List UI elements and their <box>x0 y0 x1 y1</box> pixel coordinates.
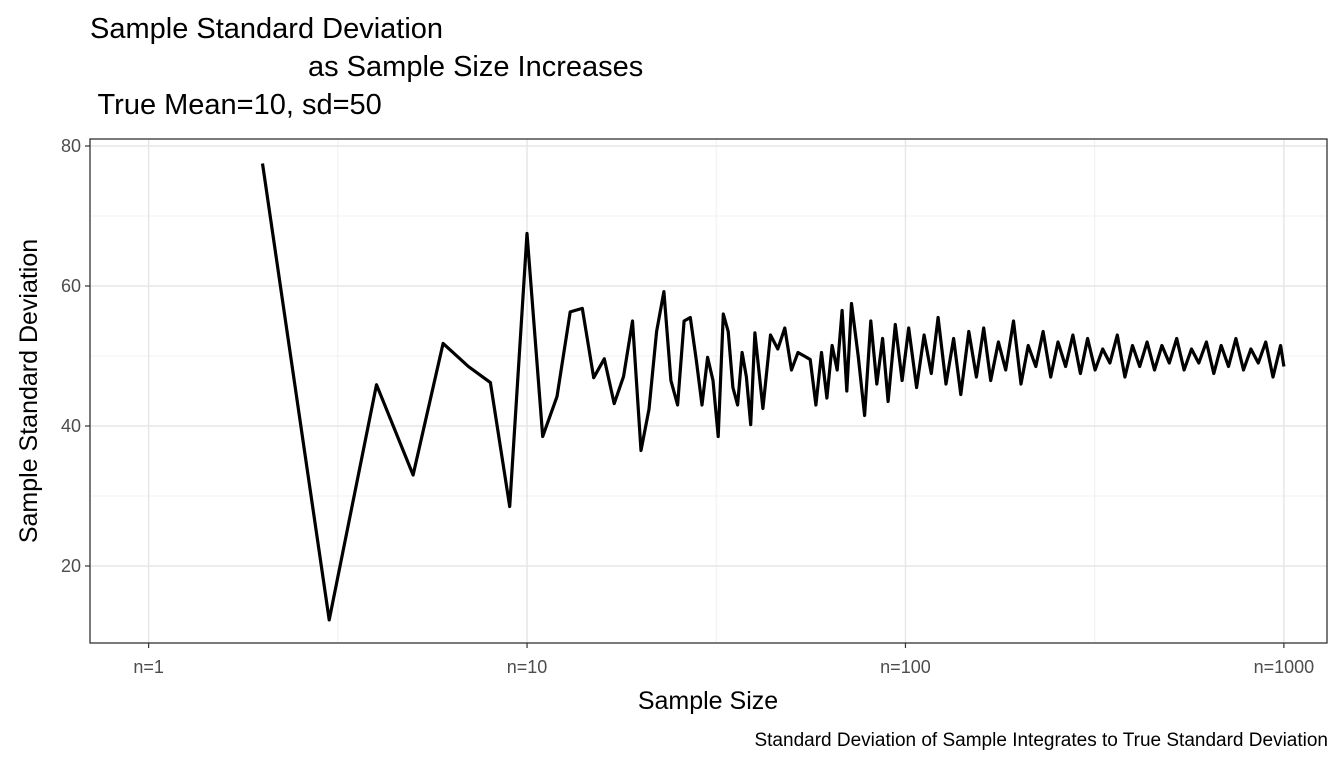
grid-major <box>90 139 1327 643</box>
y-tick-label: 20 <box>61 556 81 576</box>
y-axis-ticks: 20 40 60 80 <box>61 136 90 576</box>
series-layer <box>260 163 1286 622</box>
chart-title-line-1: Sample Standard Deviation <box>90 13 444 45</box>
x-tick-label: n=100 <box>880 657 931 677</box>
x-tick-label: n=1000 <box>1254 657 1315 677</box>
y-axis-title: Sample Standard Deviation <box>15 239 43 543</box>
x-tick-label: n=1 <box>133 657 164 677</box>
grid-minor <box>90 139 1327 643</box>
chart-title-line-3: True Mean=10, sd=50 <box>90 89 382 121</box>
x-axis-title: Sample Size <box>638 687 778 715</box>
series-line-sample-sd <box>260 163 1286 622</box>
chart-caption: Standard Deviation of Sample Integrates … <box>754 730 1328 751</box>
plot-panel-border <box>89 138 1328 644</box>
y-tick-label: 80 <box>61 136 81 156</box>
x-axis-ticks: n=1 n=10 n=100 n=1000 <box>133 643 1314 677</box>
x-tick-label: n=10 <box>507 657 548 677</box>
y-tick-label: 40 <box>61 416 81 436</box>
y-tick-label: 60 <box>61 276 81 296</box>
chart-title-line-2: as Sample Size Increases <box>308 51 644 83</box>
